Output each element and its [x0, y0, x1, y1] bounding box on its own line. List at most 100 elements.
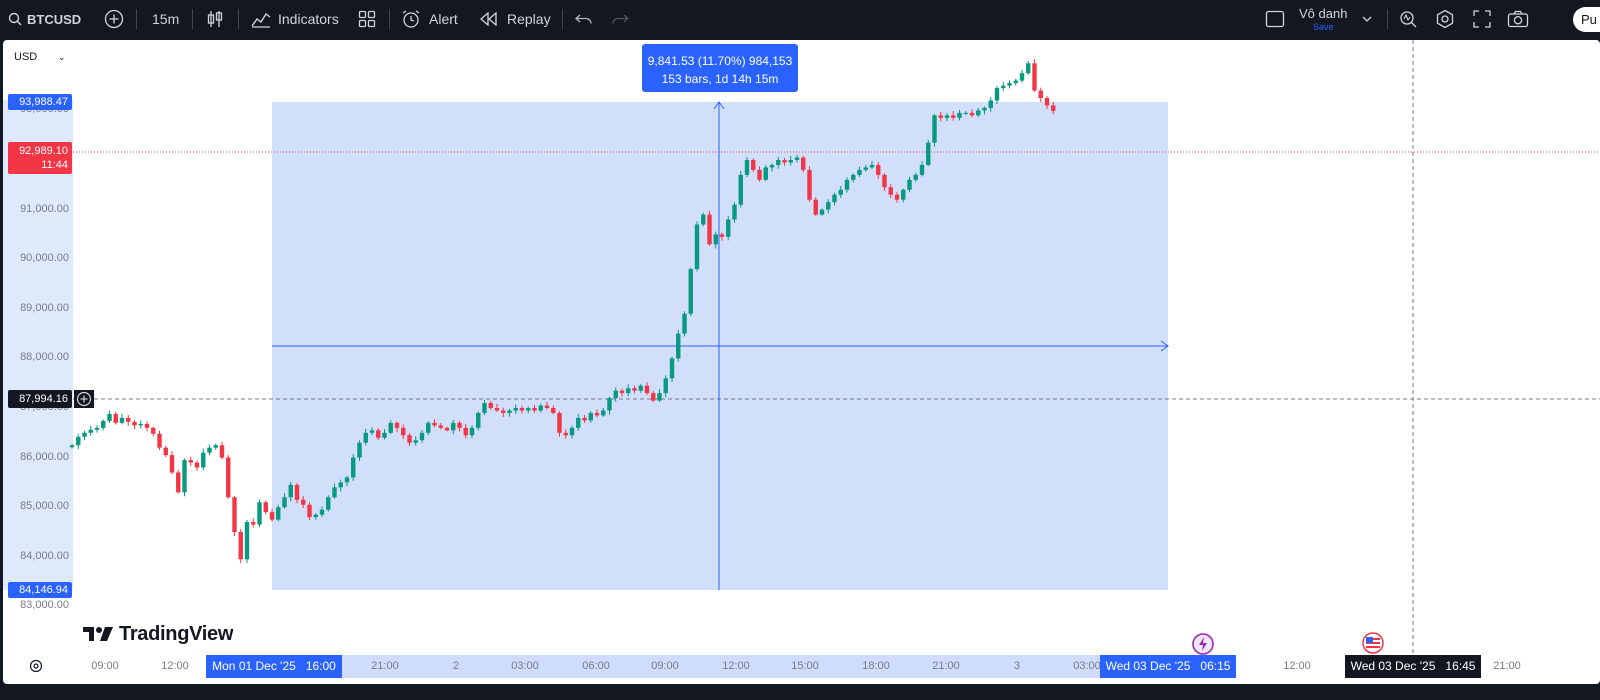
symbol-search-button[interactable]: BTCUSD: [8, 0, 81, 38]
candles-group: [69, 59, 1056, 564]
candle-body: [407, 435, 412, 443]
chart-settings-icon[interactable]: [29, 659, 43, 678]
templates-button[interactable]: [358, 0, 376, 38]
snapshot-button[interactable]: [1507, 0, 1529, 38]
time-tick-label: 12:00: [1283, 660, 1311, 672]
candle-body: [601, 410, 606, 416]
candle-body: [319, 509, 325, 515]
candle-body: [751, 160, 756, 170]
time-tick-label: 06:00: [582, 660, 610, 672]
price-tick-label: 88,000.00: [20, 351, 69, 364]
candle-body: [857, 169, 862, 175]
tradingview-logo-icon: [83, 627, 113, 641]
lightning-event-icon[interactable]: [1190, 631, 1216, 662]
price-range-band: [3, 100, 73, 590]
chart-pane[interactable]: USD ⌄ 93,000.0092,000.0091,000.0090,000.…: [3, 40, 1600, 684]
candle-body: [576, 417, 581, 428]
candle-body: [901, 189, 906, 200]
layout-name-button[interactable]: Vô danh: [1299, 0, 1347, 32]
candle-body: [369, 430, 375, 433]
candle-body: [882, 174, 887, 188]
price-chart[interactable]: [3, 40, 1600, 684]
candle-body: [607, 398, 612, 411]
candle-body: [432, 422, 437, 426]
candle-body: [388, 422, 393, 433]
range-start-time-badge: Mon 01 Dec '25 16:00: [206, 655, 342, 678]
layout-menu-button[interactable]: [1362, 0, 1372, 38]
measure-arrow-head: [1160, 340, 1169, 352]
publish-button[interactable]: Pu: [1573, 7, 1600, 32]
candle-body: [919, 164, 925, 175]
candle-body: [788, 160, 793, 163]
candle-body: [451, 422, 456, 431]
time-tick-label: 12:00: [722, 660, 750, 672]
watermark-text: TradingView: [119, 622, 234, 645]
quick-search-button[interactable]: [1398, 0, 1418, 38]
add-symbol-icon: [104, 9, 124, 29]
candle-body: [832, 194, 837, 203]
candle-body: [801, 157, 806, 170]
layout-button[interactable]: [1265, 0, 1285, 38]
tradingview-logo[interactable]: TradingView: [83, 622, 233, 646]
alert-button[interactable]: Alert: [401, 0, 458, 38]
candle-body: [113, 413, 118, 423]
candle-body: [982, 107, 987, 111]
range-end-time-badge: Wed 03 Dec '25 06:15: [1100, 655, 1236, 678]
candle-body: [694, 224, 700, 270]
interval-button[interactable]: 15m: [152, 0, 179, 38]
candle-body: [294, 484, 300, 500]
save-status[interactable]: Save: [1313, 22, 1334, 32]
candle-body: [163, 447, 168, 456]
candle-body: [894, 194, 900, 200]
time-tick-label: 21:00: [371, 660, 399, 672]
settings-button[interactable]: [1435, 0, 1455, 38]
candle-body: [851, 174, 856, 180]
candle-body: [201, 452, 206, 468]
candle-body: [257, 502, 262, 525]
time-tick-label: 3: [1013, 660, 1021, 672]
candle-body: [1019, 73, 1025, 81]
redo-button[interactable]: [611, 0, 629, 38]
candle-body: [969, 112, 975, 116]
candle-body: [207, 447, 212, 453]
candle-body: [776, 160, 781, 165]
candle-body: [494, 408, 500, 411]
add-symbol-button[interactable]: [104, 0, 124, 38]
candle-body: [276, 507, 281, 520]
candle-body: [482, 403, 487, 413]
candle-body: [976, 110, 981, 116]
candle-body: [376, 430, 381, 438]
candle-body: [338, 482, 343, 488]
fullscreen-button[interactable]: [1473, 0, 1491, 38]
range-end-date: Wed 03 Dec '25: [1105, 659, 1191, 673]
candle-body: [188, 460, 193, 463]
candle-body: [613, 390, 618, 399]
replay-button[interactable]: Replay: [480, 0, 551, 38]
range-end-time: 06:15: [1200, 659, 1231, 673]
measure-bars: 153 bars, 1d 14h 15m: [661, 72, 779, 86]
time-tick-label: 03:00: [511, 660, 539, 672]
replay-icon: [480, 12, 498, 26]
currency-select[interactable]: USD: [9, 47, 73, 67]
search-icon: [8, 12, 22, 26]
candle-body: [269, 512, 275, 520]
candle-body: [82, 432, 87, 437]
indicators-button[interactable]: Indicators: [251, 0, 339, 38]
undo-button[interactable]: [575, 0, 593, 38]
candle-body: [826, 202, 831, 210]
candle-body: [869, 164, 875, 168]
candle-body: [219, 445, 225, 458]
add-alert-plus-icon[interactable]: [74, 390, 94, 408]
candle-body: [963, 112, 968, 114]
candle-body: [651, 393, 656, 401]
quick-search-icon: [1398, 9, 1418, 29]
candle-body: [563, 432, 568, 436]
us-flag-event-icon[interactable]: [1361, 631, 1385, 660]
candle-body: [307, 504, 312, 518]
candle-body: [763, 167, 768, 180]
chart-type-button[interactable]: [206, 0, 224, 38]
candle-body: [213, 445, 218, 448]
candle-body: [719, 234, 725, 237]
price-tick-label: 83,000.00: [20, 599, 69, 612]
candle-body: [713, 234, 718, 245]
